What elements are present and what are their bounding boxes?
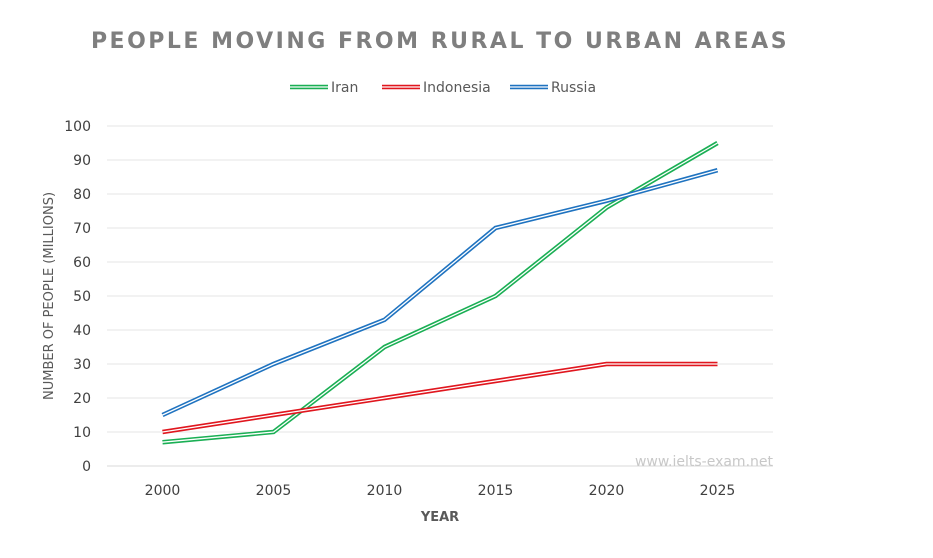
- series-indonesia-line: [162, 361, 718, 435]
- y-tick-label: 0: [82, 459, 91, 475]
- legend-label: Indonesia: [423, 80, 491, 96]
- y-tick-label: 40: [73, 323, 91, 339]
- y-axis-label: NUMBER OF PEOPLE (MILLIONS): [42, 192, 57, 400]
- x-tick-label: 2005: [256, 483, 292, 499]
- legend-item-iran: Iran: [290, 80, 358, 96]
- series-iran-line: [162, 141, 719, 445]
- y-tick-label: 80: [73, 187, 91, 203]
- y-tick-label: 70: [73, 221, 91, 237]
- legend-label: Russia: [551, 80, 596, 96]
- y-tick-label: 90: [73, 153, 91, 169]
- y-tick-label: 10: [73, 425, 91, 441]
- series-line-inner: [162, 142, 718, 443]
- legend-item-indonesia: Indonesia: [382, 80, 491, 96]
- series-line-outer: [161, 168, 719, 418]
- legend-item-russia: Russia: [510, 80, 596, 96]
- y-tick-label: 50: [73, 289, 91, 305]
- y-tick-label: 30: [73, 357, 91, 373]
- x-tick-label: 2015: [478, 483, 514, 499]
- series-line-inner: [162, 169, 718, 416]
- x-tick-label: 2000: [145, 483, 181, 499]
- watermark-text: www.ielts-exam.net: [635, 454, 774, 470]
- x-axis-label: YEAR: [420, 510, 459, 525]
- y-tick-label: 20: [73, 391, 91, 407]
- x-tick-label: 2025: [700, 483, 736, 499]
- legend-label: Iran: [331, 80, 358, 96]
- series-russia-line: [161, 168, 719, 418]
- x-tick-label: 2010: [367, 483, 403, 499]
- gridlines: [107, 125, 773, 467]
- series-line-outer: [162, 141, 719, 445]
- x-axis-ticks: 2000 2005 2010 2015 2020 2025: [145, 483, 736, 499]
- legend: Iran Indonesia Russia: [290, 80, 596, 96]
- series-lines: [161, 141, 719, 445]
- y-tick-label: 60: [73, 255, 91, 271]
- y-tick-label: 100: [64, 119, 91, 135]
- x-tick-label: 2020: [589, 483, 625, 499]
- y-axis-ticks: 0 10 20 30 40 50 60 70 80 90 100: [64, 119, 91, 475]
- chart-title: PEOPLE MOVING FROM RURAL TO URBAN AREAS: [91, 29, 789, 54]
- series-line-inner: [162, 363, 718, 433]
